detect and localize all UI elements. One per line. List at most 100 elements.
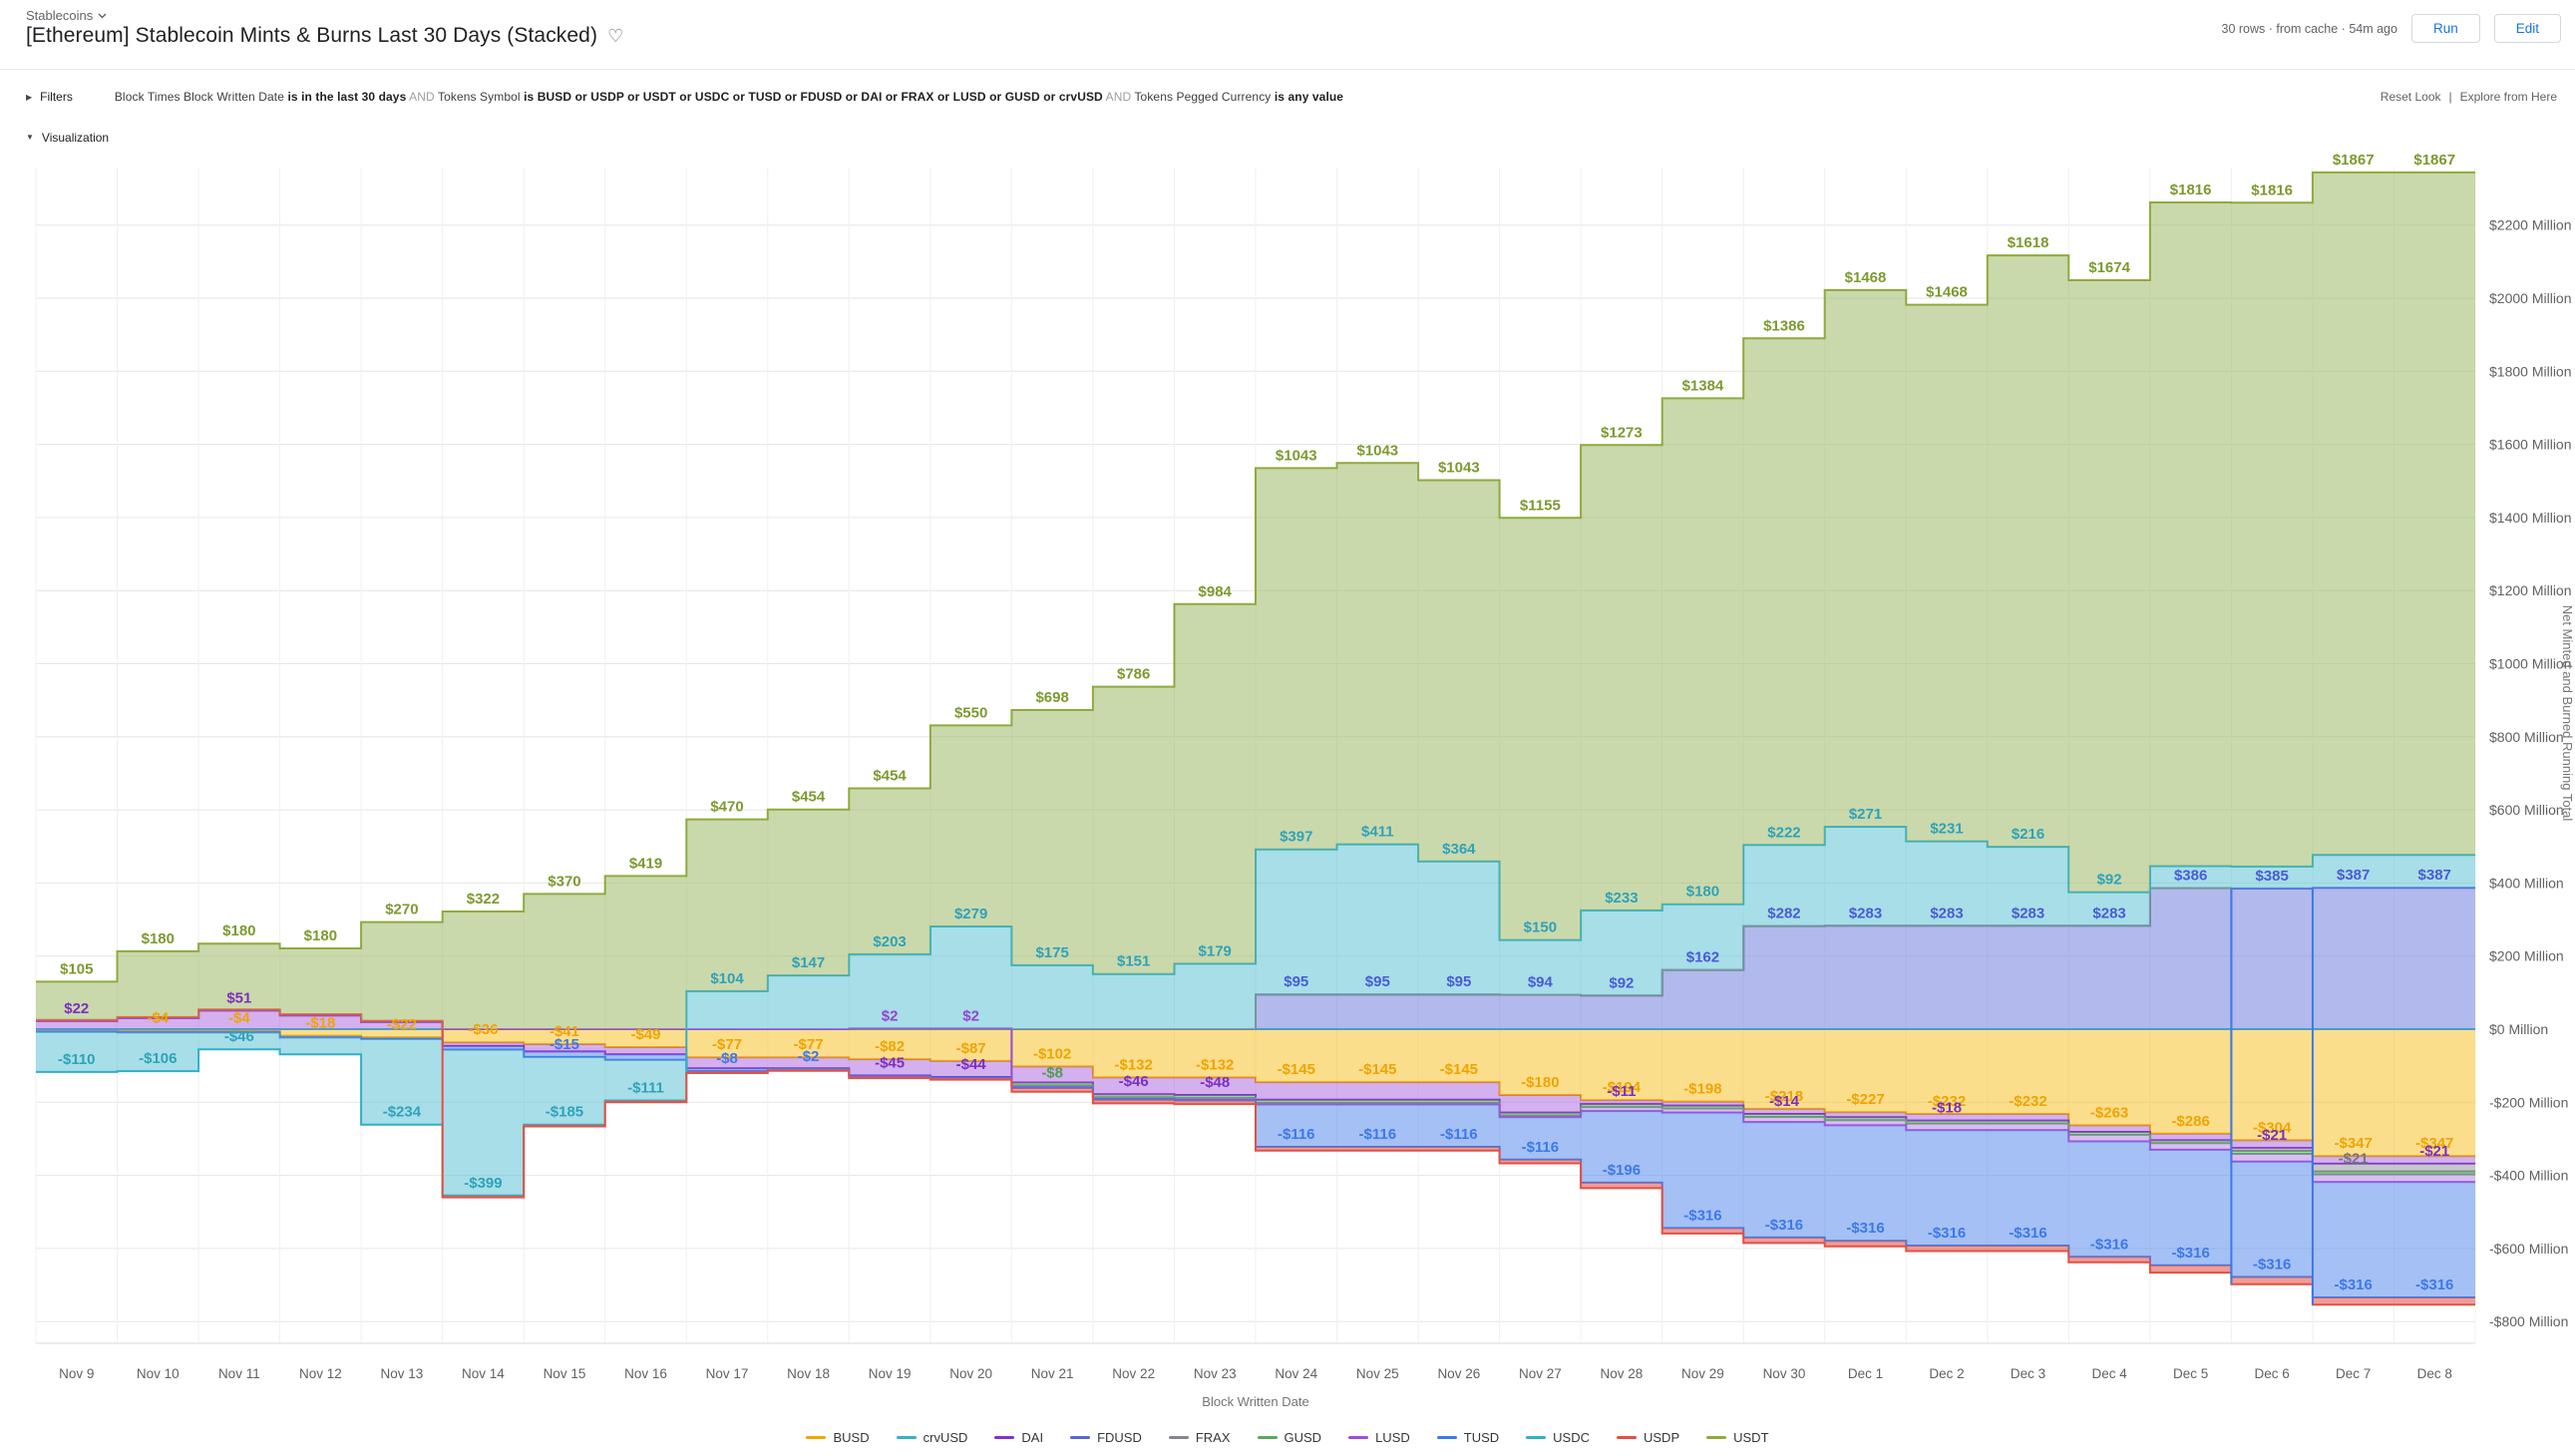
legend-item-gusd[interactable]: GUSD	[1257, 1430, 1321, 1445]
data-label-busd: -$82	[875, 1038, 905, 1055]
data-label-fdusd: $283	[2012, 905, 2044, 921]
legend-item-usdp[interactable]: USDP	[1617, 1430, 1679, 1445]
series-area-dai[interactable]	[36, 1010, 2475, 1164]
legend-item-usdc[interactable]: USDC	[1526, 1430, 1590, 1445]
data-label-usdt: $370	[548, 873, 580, 890]
x-tick-label: Dec 4	[2091, 1366, 2127, 1381]
data-label-dai: -$46	[1119, 1073, 1149, 1090]
reset-look-link[interactable]: Reset Look	[2380, 90, 2441, 104]
run-button[interactable]: Run	[2410, 14, 2480, 43]
legend-swatch-icon	[1348, 1435, 1369, 1440]
legend-label: FRAX	[1195, 1430, 1231, 1445]
series-area-busd[interactable]	[36, 1029, 2475, 1157]
y-tick-label: -$200 Million	[2489, 1094, 2568, 1110]
data-label-usdc: $147	[792, 954, 825, 971]
legend-swatch-icon	[896, 1435, 917, 1440]
legend-item-busd[interactable]: BUSD	[806, 1430, 870, 1445]
data-label-tusd: -$316	[2253, 1256, 2291, 1273]
data-label-busd: -$286	[2171, 1113, 2209, 1130]
data-label-tusd: -$316	[1846, 1220, 1884, 1237]
data-label-usdt: $1273	[1601, 424, 1643, 441]
data-label-busd: -$263	[2090, 1104, 2128, 1121]
y-tick-label: $2200 Million	[2489, 217, 2572, 233]
data-label-usdc: $233	[1605, 890, 1638, 907]
data-label-busd: -$180	[1521, 1074, 1559, 1091]
header: Stablecoins [Ethereum] Stablecoin Mints …	[0, 0, 2575, 70]
explore-from-here-link[interactable]: Explore from Here	[2459, 90, 2557, 104]
filters-expand-icon[interactable]: ▶	[26, 93, 33, 102]
data-label-dai: -$18	[1932, 1100, 1962, 1117]
visualization-label[interactable]: Visualization	[41, 131, 110, 145]
data-label-usdt: $984	[1199, 583, 1233, 600]
data-label-tusd: -$116	[1440, 1126, 1478, 1143]
series-area-usdc[interactable]	[36, 827, 2475, 1196]
data-label-busd: -$232	[1928, 1093, 1966, 1110]
data-label-tusd: -$316	[2415, 1276, 2453, 1293]
data-label-tusd: -$316	[1765, 1217, 1803, 1234]
y-tick-label: $400 Million	[2489, 875, 2564, 891]
data-label-dai: -$44	[956, 1056, 987, 1073]
breadcrumb-label: Stablecoins	[26, 8, 94, 23]
x-tick-label: Dec 8	[2417, 1366, 2452, 1381]
y-tick-label: $1200 Million	[2489, 582, 2572, 598]
data-label-busd: -$227	[1846, 1091, 1884, 1108]
data-label-busd: -$22	[387, 1016, 417, 1033]
data-label-fdusd: $95	[1284, 973, 1308, 990]
legend-swatch-icon	[1706, 1435, 1727, 1440]
x-tick-label: Nov 11	[218, 1366, 260, 1381]
legend-item-tusd[interactable]: TUSD	[1436, 1430, 1499, 1445]
series-area-tusd[interactable]	[36, 1029, 2475, 1297]
legend-swatch-icon	[1070, 1435, 1091, 1440]
data-label-dai: -$21	[2257, 1127, 2287, 1144]
series-area-fdusd[interactable]	[36, 888, 2475, 1029]
data-label-busd: -$304	[2253, 1119, 2292, 1136]
data-label-usdc: $175	[1035, 944, 1068, 961]
filter-segment: Block Times Block Written Date	[114, 90, 288, 104]
data-label-busd: -$49	[630, 1026, 660, 1043]
data-label-usdc: -$399	[464, 1175, 502, 1192]
legend-swatch-icon	[1526, 1435, 1547, 1440]
data-label-usdt: $698	[1035, 689, 1068, 706]
data-label-usdt: $1816	[2251, 182, 2293, 198]
data-label-busd: -$218	[1765, 1088, 1803, 1105]
breadcrumb[interactable]: Stablecoins	[26, 8, 107, 23]
legend-swatch-icon	[806, 1435, 827, 1440]
favorite-heart-icon[interactable]: ♡	[607, 26, 624, 46]
visualization-collapse-icon[interactable]: ▼	[26, 132, 34, 142]
legend-item-lusd[interactable]: LUSD	[1348, 1430, 1410, 1445]
x-tick-label: Nov 19	[869, 1366, 912, 1381]
filters-label[interactable]: Filters	[40, 90, 73, 104]
x-tick-label: Dec 7	[2336, 1366, 2371, 1381]
legend-swatch-icon	[994, 1435, 1015, 1440]
chart-svg[interactable]: -$800 Million -$600 Million -$400 Million -…	[0, 130, 2575, 1456]
data-label-usdc: -$185	[546, 1104, 583, 1121]
legend-item-crvusd[interactable]: crvUSD	[896, 1430, 968, 1445]
legend-label: crvUSD	[922, 1430, 968, 1445]
data-label-fdusd: $282	[1767, 906, 1800, 922]
filter-segment: Tokens Symbol	[437, 90, 525, 104]
y-tick-label: $0 Million	[2489, 1021, 2548, 1037]
legend-item-frax[interactable]: FRAX	[1168, 1430, 1231, 1445]
data-label-usdt: $1384	[1682, 377, 1724, 394]
data-label-tusd: -$316	[1928, 1225, 1966, 1242]
data-label-usdt: $1043	[1276, 447, 1317, 464]
chart-legend: BUSD crvUSD DAI FDUSD FRAX GUSD LUSD TUSD USDC US…	[0, 1430, 2575, 1445]
filter-segment: is in the last 30 days	[287, 90, 407, 104]
data-label-dai: -$45	[875, 1055, 905, 1072]
data-label-usdt: $105	[60, 960, 93, 977]
data-label-usdt: $1867	[2413, 152, 2455, 169]
filter-expression: Block Times Block Written Date is in the…	[115, 90, 1343, 104]
edit-button[interactable]: Edit	[2493, 14, 2561, 43]
filter-segment: AND	[406, 90, 438, 104]
x-tick-label: Nov 16	[624, 1366, 667, 1381]
x-tick-label: Nov 14	[462, 1366, 505, 1381]
data-label-usdt: $1043	[1438, 460, 1480, 477]
legend-item-usdt[interactable]: USDT	[1706, 1430, 1769, 1445]
legend-item-fdusd[interactable]: FDUSD	[1070, 1430, 1142, 1445]
legend-item-dai[interactable]: DAI	[994, 1430, 1043, 1445]
data-label-dai: -$14	[1769, 1093, 1800, 1110]
y-axis-title: Net Minted and Burned Running Total	[2560, 605, 2575, 822]
legend-swatch-icon	[1436, 1435, 1457, 1440]
data-label-busd: -$232	[2009, 1093, 2046, 1110]
